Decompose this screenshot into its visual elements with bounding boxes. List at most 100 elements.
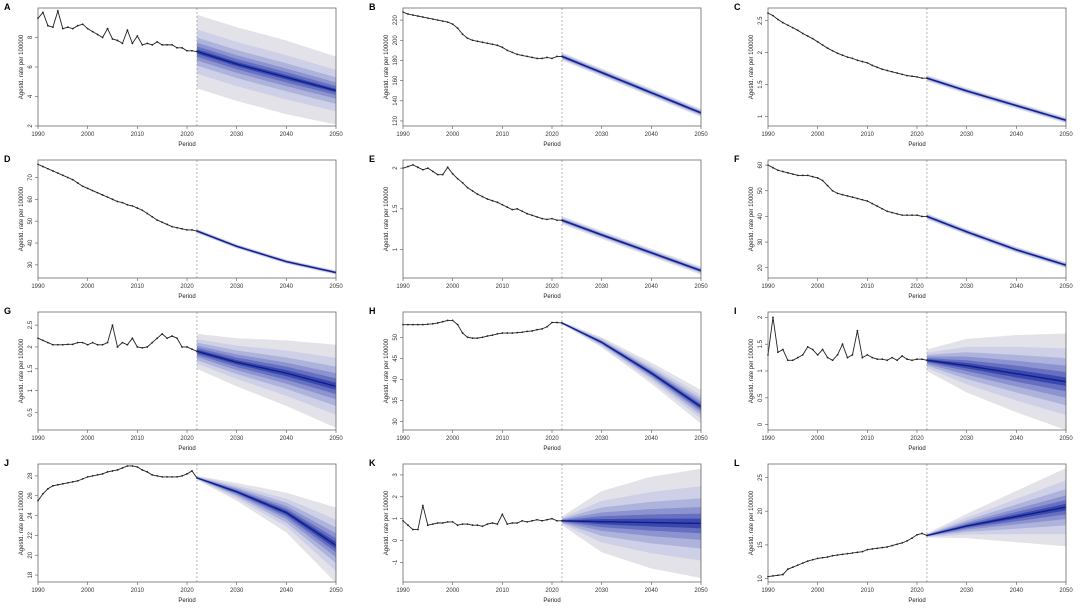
y-axis-label: Agestd. rate per 100000 [749, 490, 755, 555]
y-tick-label: 1 [758, 369, 764, 373]
y-tick-label: 30 [758, 238, 764, 245]
history-point [151, 43, 154, 46]
history-point [876, 205, 879, 208]
history-point [136, 466, 139, 468]
history-point [806, 174, 809, 177]
x-tick-label: 2050 [694, 588, 708, 594]
history-point [71, 27, 74, 30]
history-point [56, 483, 59, 486]
history-point [81, 23, 84, 26]
y-tick-label: 60 [28, 195, 34, 202]
forecast-median-line [196, 477, 336, 546]
history-point [541, 519, 543, 522]
history-point [831, 49, 834, 52]
y-tick-label: 1 [758, 114, 764, 118]
y-axis-label: Agestd. rate per 100000 [19, 490, 25, 555]
history-point [561, 519, 563, 522]
x-tick-label: 2010 [861, 132, 875, 138]
history-point [856, 197, 859, 200]
history-point [556, 55, 558, 58]
x-tick-label: 2050 [694, 284, 708, 290]
history-point [786, 171, 789, 174]
x-tick-label: 2000 [81, 132, 95, 138]
history-point [71, 480, 74, 483]
x-tick-label: 2020 [910, 284, 924, 290]
history-point [791, 173, 794, 176]
x-tick-label: 2010 [861, 588, 875, 594]
y-tick-label: 28 [28, 472, 34, 479]
history-point [896, 72, 899, 74]
history-point [141, 469, 144, 471]
history-point [421, 504, 424, 507]
history-point [526, 330, 529, 333]
history-point [486, 335, 489, 337]
history-point [486, 42, 489, 45]
x-tick-label: 2050 [329, 132, 343, 138]
history-point [511, 332, 514, 334]
x-tick-label: 2040 [1010, 588, 1024, 594]
history-point [161, 475, 164, 478]
x-tick-label: 2000 [446, 132, 460, 138]
x-tick-label: 2000 [446, 436, 460, 442]
history-point [526, 55, 529, 58]
history-point [772, 14, 774, 17]
history-point [531, 330, 534, 332]
history-point [506, 523, 509, 525]
y-tick-label: 20 [28, 551, 34, 558]
history-point [407, 13, 409, 15]
y-tick-label: 10 [758, 575, 764, 582]
history-point [901, 541, 903, 544]
history-point [811, 558, 814, 561]
y-tick-label: 2 [393, 494, 399, 498]
history-point [501, 513, 504, 516]
history-point [866, 200, 869, 202]
history-point [176, 475, 178, 478]
x-tick-label: 2050 [694, 132, 708, 138]
y-tick-label: 1 [393, 247, 399, 251]
history-point [196, 50, 198, 53]
history-point [111, 198, 114, 201]
x-tick-label: 2000 [446, 284, 460, 290]
history-point [831, 359, 834, 362]
panel-label: D [4, 154, 11, 164]
x-tick-label: 2020 [545, 284, 559, 290]
history-point [816, 354, 819, 356]
y-tick-label: 50 [28, 217, 34, 224]
history-point [856, 329, 859, 332]
history-point [891, 211, 894, 214]
y-tick-label: 2.5 [28, 320, 34, 329]
x-tick-label: 2000 [811, 588, 825, 594]
y-tick-label: 120 [393, 115, 399, 126]
history-point [481, 195, 484, 198]
y-tick-label: 0.5 [28, 408, 34, 417]
history-point [176, 46, 178, 49]
history-point [166, 43, 169, 46]
history-point [891, 356, 894, 359]
history-point [101, 343, 104, 346]
history-point [461, 33, 464, 36]
x-tick-label: 2010 [496, 132, 510, 138]
history-point [86, 187, 89, 190]
history-line [767, 317, 928, 361]
y-tick-label: 2 [393, 166, 399, 170]
history-point [106, 471, 109, 473]
panel-label: K [369, 458, 376, 468]
history-point [821, 44, 824, 46]
forecast-band-1 [196, 228, 336, 275]
x-tick-label: 2010 [131, 436, 145, 442]
history-point [126, 203, 129, 206]
history-point [407, 323, 409, 326]
x-tick-label: 2010 [861, 436, 875, 442]
history-point [521, 54, 524, 57]
history-point [926, 359, 928, 362]
history-point [541, 327, 543, 330]
y-tick-label: 1.5 [393, 204, 399, 213]
history-point [121, 42, 124, 45]
x-tick-label: 2020 [180, 284, 194, 290]
history-point [96, 33, 99, 36]
history-point [916, 358, 918, 361]
x-tick-label: 2040 [280, 132, 294, 138]
history-point [42, 165, 44, 168]
y-axis-label: Agestd. rate per 100000 [19, 34, 25, 99]
history-point [906, 358, 908, 361]
